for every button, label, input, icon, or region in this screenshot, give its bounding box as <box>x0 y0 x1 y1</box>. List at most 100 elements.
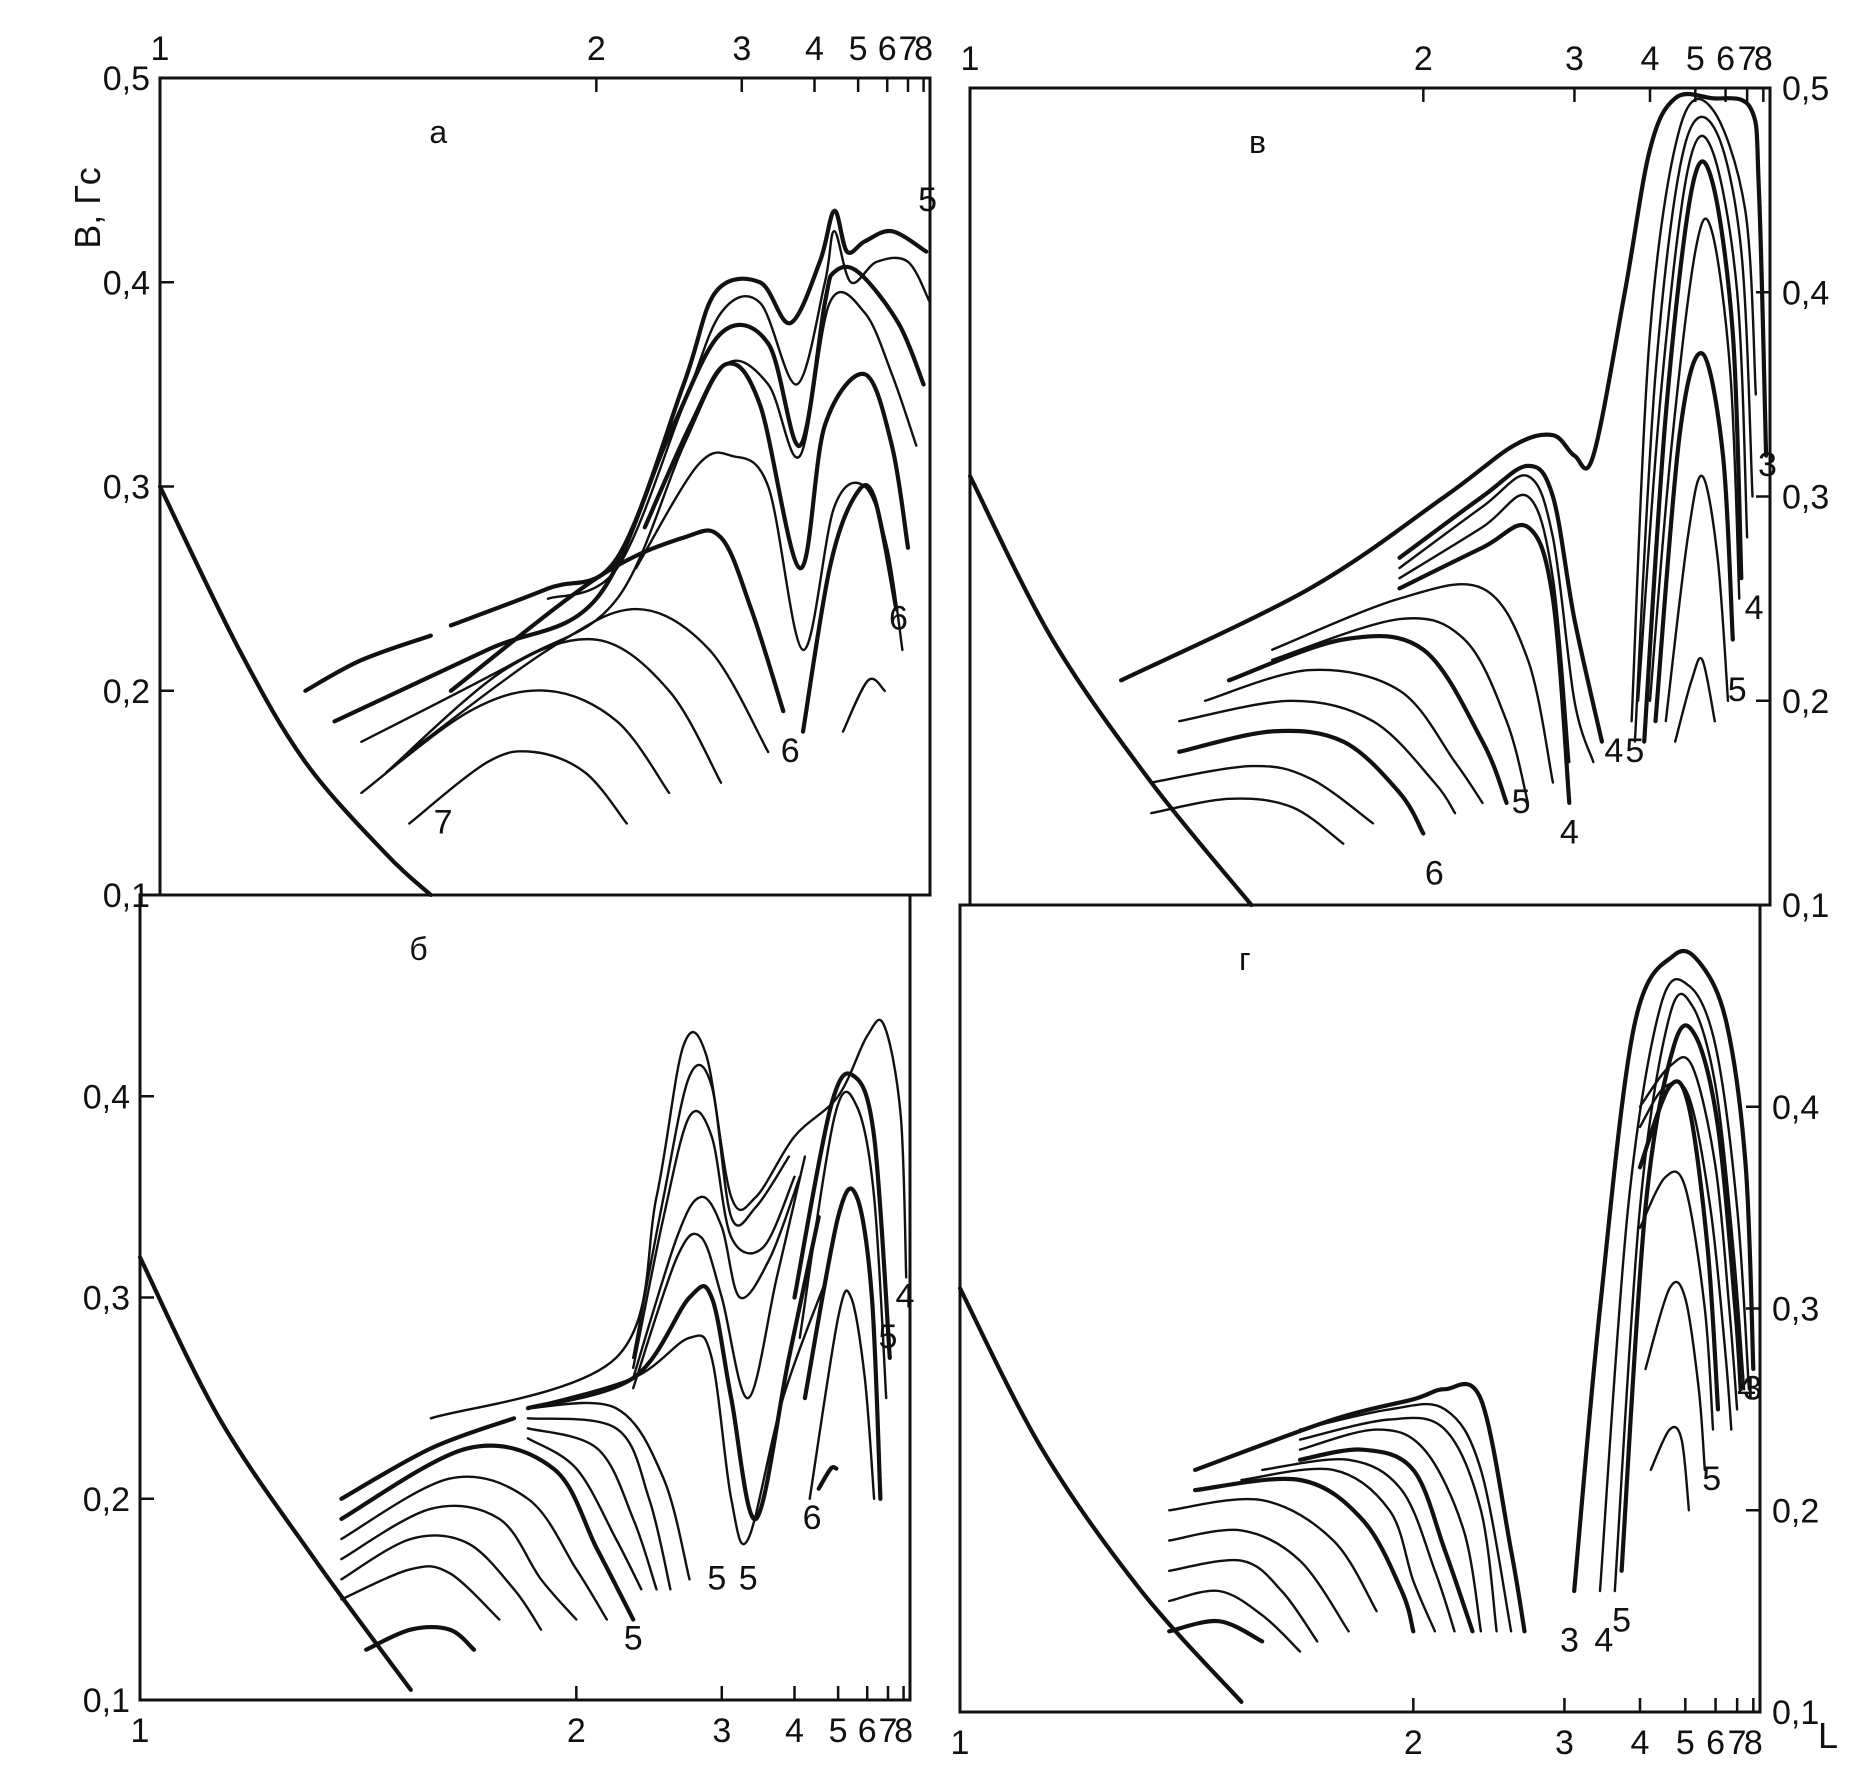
series-line-a-12 <box>385 637 723 784</box>
y-axis-title: B, Гс <box>67 167 108 249</box>
series-line-d-12 <box>1168 1589 1302 1653</box>
panel-letter: а <box>429 114 447 150</box>
curve-label: 5 <box>879 1318 898 1356</box>
y-tick-label: 0,4 <box>83 1078 130 1116</box>
series-line-b-22 <box>340 1565 501 1621</box>
curve-label: 4 <box>1745 589 1764 627</box>
y-tick-label: 0,3 <box>83 1280 130 1318</box>
curve-label: 4 <box>1604 732 1623 770</box>
series-line-b-14 <box>526 1401 691 1581</box>
x-tick-label: 1 <box>131 1712 150 1750</box>
series-line-d-3 <box>1298 1416 1498 1633</box>
series-line-d-5 <box>1297 1447 1475 1634</box>
y-tick-label: 0,5 <box>1782 70 1829 108</box>
series-line-d-20 <box>1637 1079 1721 1412</box>
series-line-d-18 <box>1638 1056 1739 1411</box>
y-tick-label: 0,2 <box>1782 683 1829 721</box>
series-line-d-7 <box>1240 1467 1437 1633</box>
series-line-d-21 <box>1638 1170 1715 1431</box>
y-tick-label: 0,1 <box>83 1682 130 1720</box>
x-tick-label: 6 <box>1706 1724 1725 1762</box>
x-tick-label: 2 <box>1414 40 1433 78</box>
y-tick-label: 0,3 <box>103 469 150 507</box>
x-tick-label: 3 <box>712 1712 731 1750</box>
series-line-a-6 <box>642 361 911 571</box>
series-line-c-2 <box>1397 463 1604 744</box>
series-line-a-10 <box>841 677 886 733</box>
curve-label: 4 <box>1560 814 1579 852</box>
curve-label: 3 <box>1560 1621 1579 1659</box>
curve-label: 5 <box>1625 732 1644 770</box>
x-tick-label: 8 <box>894 1712 913 1750</box>
series-line-d-17 <box>1619 1023 1743 1573</box>
x-tick-label: 5 <box>849 30 868 68</box>
x-tick-label: 6 <box>878 30 897 68</box>
curve-label: 4 <box>1737 1369 1756 1407</box>
series-line-c-3 <box>1398 474 1595 764</box>
series-line-a-1 <box>303 633 433 693</box>
series-line-a-0 <box>157 484 433 898</box>
series-line-d-23 <box>1649 1425 1691 1512</box>
series-line-c-7 <box>1633 115 1754 743</box>
x-tick-label: 8 <box>1754 40 1773 78</box>
y-tick-label: 0,5 <box>103 60 150 98</box>
series-line-c-9 <box>1642 159 1744 744</box>
series-line-c-21 <box>1150 797 1345 845</box>
y-tick-label: 0,2 <box>83 1481 130 1519</box>
curve-label: 5 <box>918 181 937 219</box>
curve-label: 5 <box>624 1620 643 1658</box>
curve-label: 5 <box>739 1559 758 1597</box>
curve-label: 5 <box>1728 671 1747 709</box>
x-tick-label: 2 <box>567 1712 586 1750</box>
series-line-b-1 <box>339 1416 517 1501</box>
x-tick-label: 3 <box>732 30 751 68</box>
curve-label: 6 <box>1425 855 1444 893</box>
series-line-c-6 <box>1630 97 1757 723</box>
x-tick-label: 8 <box>914 30 933 68</box>
curve-label: 3 <box>1743 1369 1762 1407</box>
series-line-b-7 <box>525 1214 821 1522</box>
series-line-b-9 <box>792 1071 892 1360</box>
series-line-d-10 <box>1168 1528 1350 1633</box>
x-tick-label: 2 <box>1404 1724 1423 1762</box>
series-line-c-0 <box>967 474 1254 908</box>
x-tick-label: 4 <box>805 30 824 68</box>
series-line-c-18 <box>1178 699 1457 815</box>
y-tick-label: 0,4 <box>1772 1089 1819 1127</box>
y-tick-label: 0,4 <box>103 264 150 302</box>
curve-label: 4 <box>1594 1621 1613 1659</box>
series-line-d-16 <box>1613 992 1746 1593</box>
y-tick-label: 0,4 <box>1782 274 1829 312</box>
series-line-b-8 <box>526 1276 829 1546</box>
series-line-d-13 <box>1167 1618 1265 1644</box>
series-line-c-5 <box>1397 523 1572 805</box>
series-line-b-10 <box>798 1090 888 1400</box>
series-line-b-20 <box>340 1504 578 1621</box>
x-tick-label: 7 <box>879 1712 898 1750</box>
series-line-a-3 <box>546 230 932 600</box>
series-line-a-4 <box>332 264 926 724</box>
series-line-b-3 <box>632 1063 791 1360</box>
x-tick-label: 6 <box>1716 40 1735 78</box>
x-tick-label: 4 <box>785 1712 804 1750</box>
series-line-d-22 <box>1644 1280 1706 1472</box>
series-line-d-6 <box>1261 1458 1456 1633</box>
x-tick-label: 7 <box>1738 40 1757 78</box>
x-tick-label: 6 <box>858 1712 877 1750</box>
curve-label: 5 <box>1612 1601 1631 1639</box>
x-tick-label: 3 <box>1565 40 1584 78</box>
series-line-b-11 <box>802 1186 883 1501</box>
series-line-b-17 <box>526 1437 643 1591</box>
x-tick-label: 4 <box>1631 1724 1650 1762</box>
panel-letter: б <box>409 931 427 967</box>
series-line-c-19 <box>1177 728 1426 836</box>
y-tick-label: 0,1 <box>1782 887 1829 925</box>
series-line-d-4 <box>1298 1428 1483 1633</box>
series-line-b-12 <box>808 1289 876 1500</box>
series-line-b-15 <box>526 1417 672 1591</box>
series-line-c-16 <box>1226 633 1509 805</box>
series-line-d-19 <box>1638 1080 1733 1431</box>
series-line-b-16 <box>526 1427 658 1591</box>
